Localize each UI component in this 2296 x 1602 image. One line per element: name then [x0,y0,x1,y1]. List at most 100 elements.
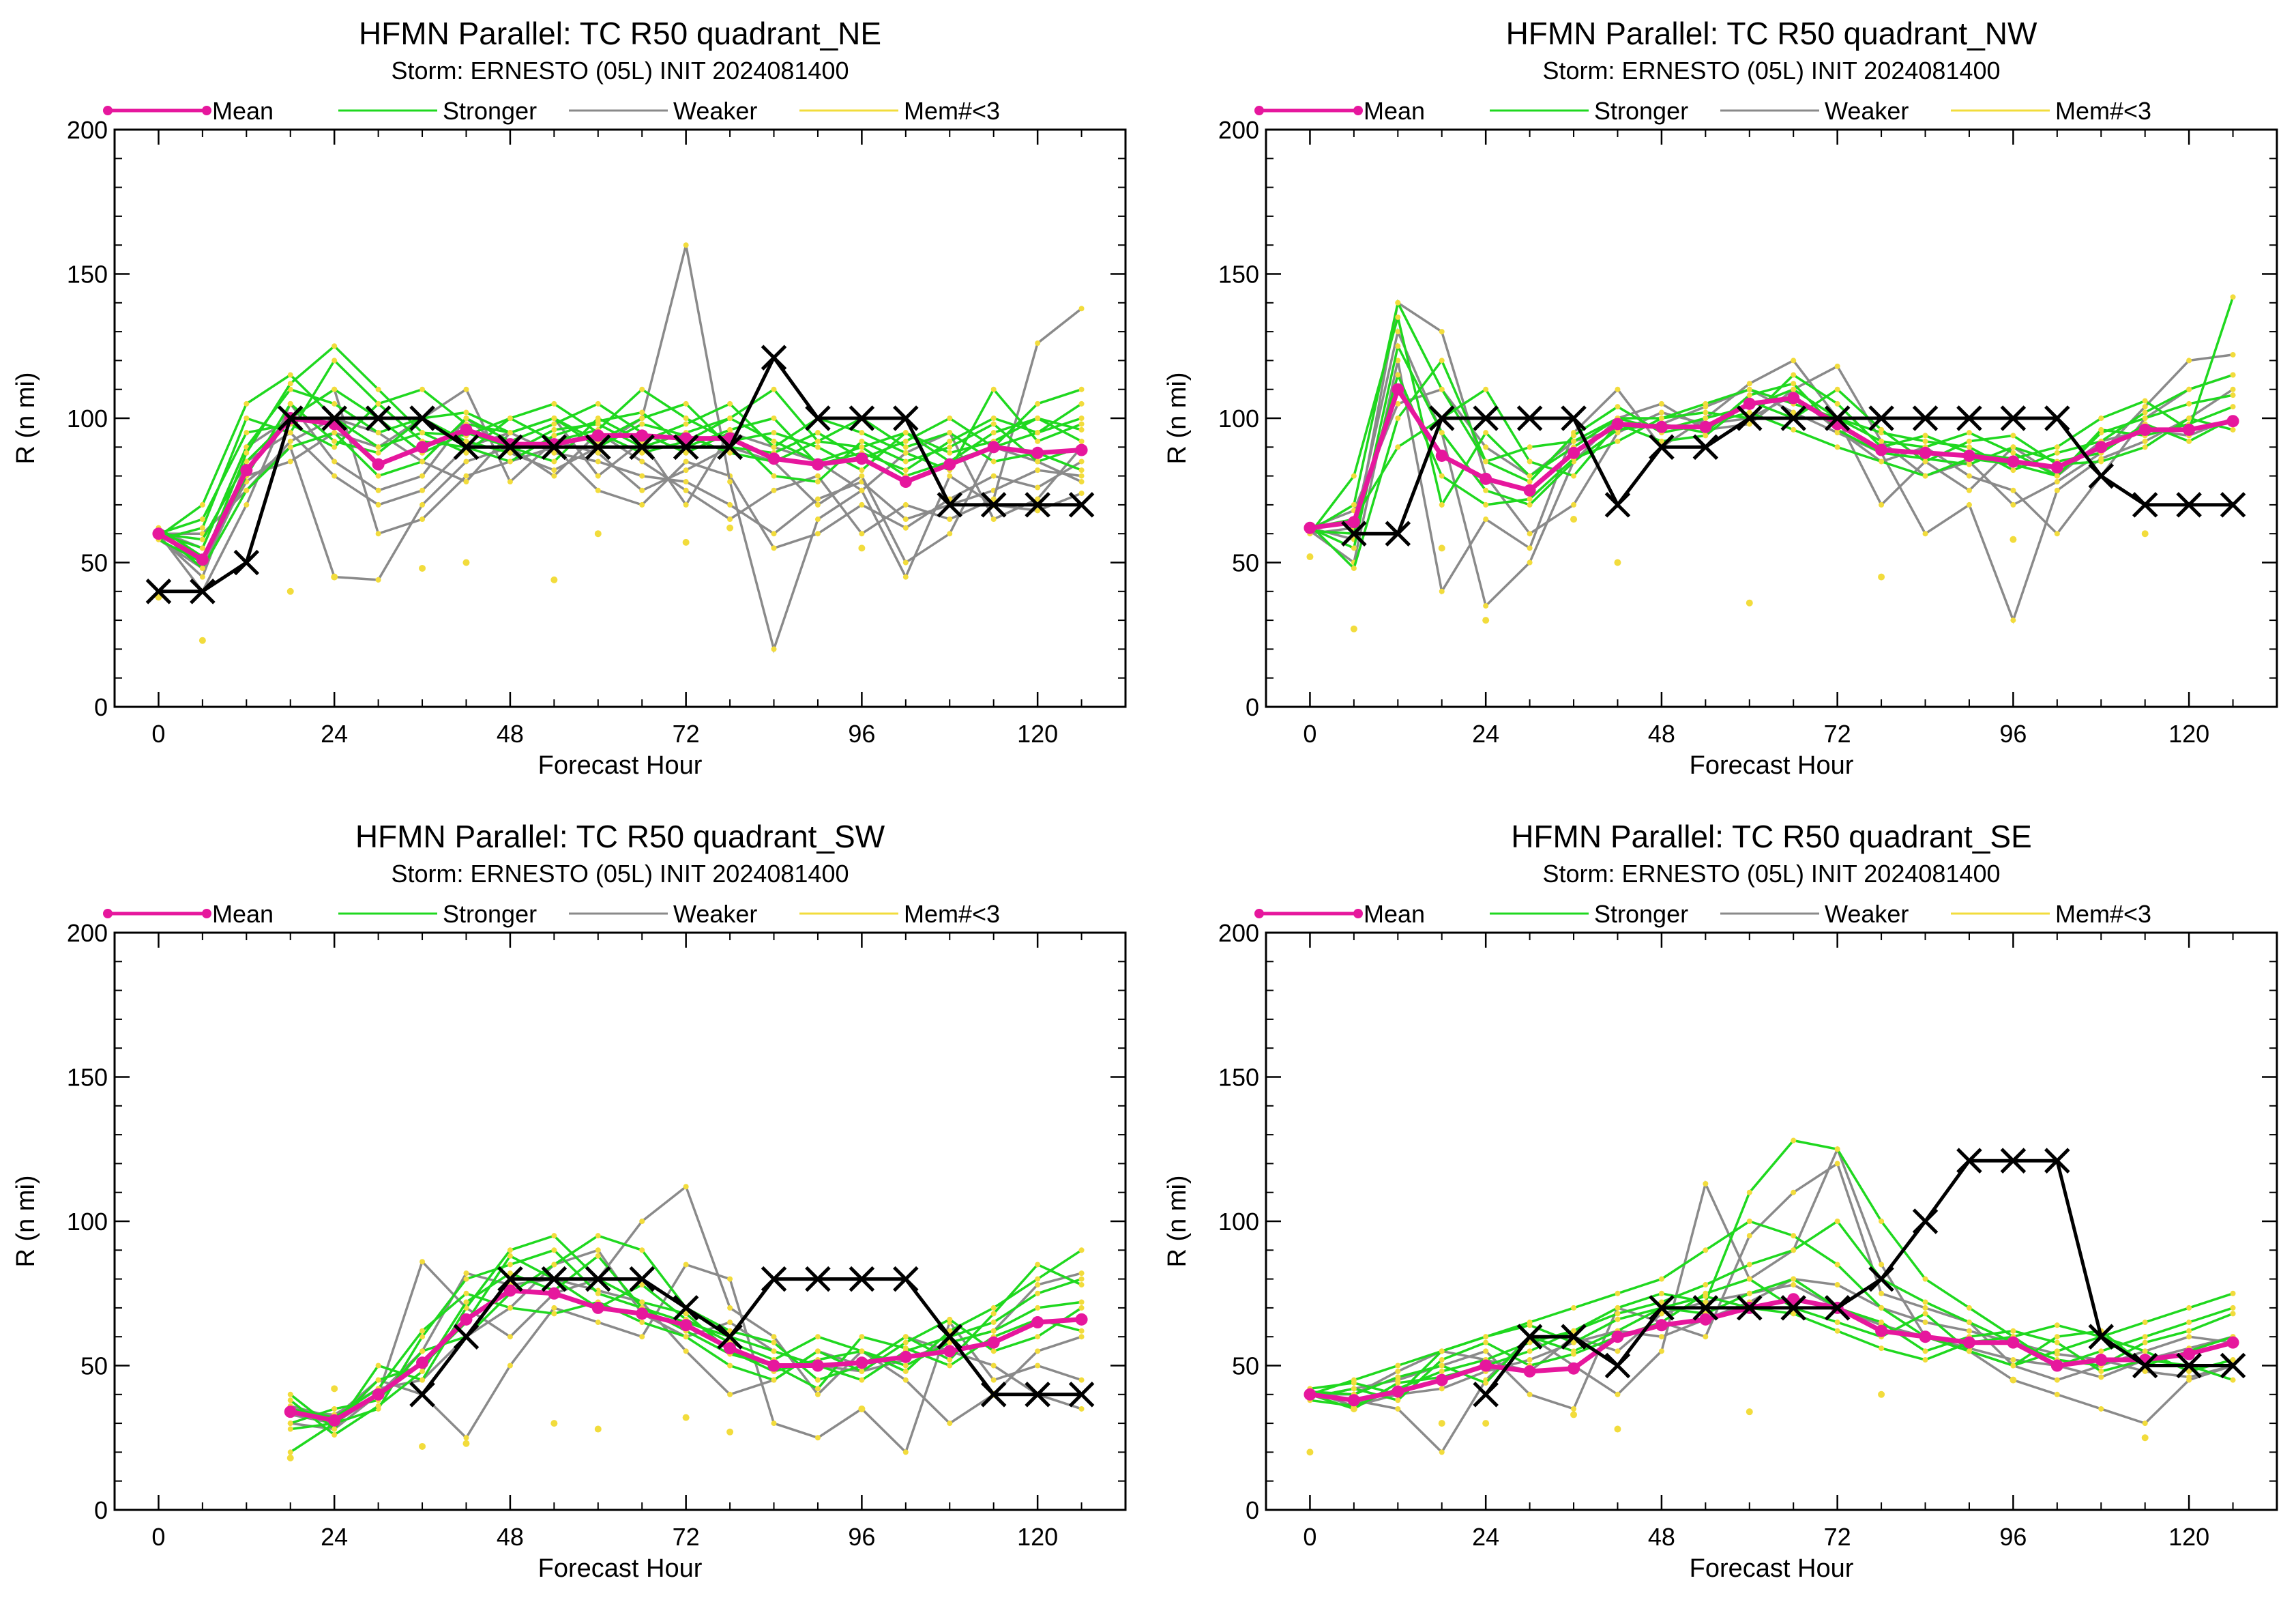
member-dot [1922,1305,1928,1311]
member-dot [375,1377,381,1383]
member-dot [2142,1320,2148,1326]
member-dot [990,1348,997,1354]
member-dot [990,1311,997,1317]
member-dot [1746,386,1752,392]
member-dot [287,381,293,387]
observed-x-marker [1737,1295,1763,1321]
member-dot [2098,458,2104,465]
mean-point [591,1301,604,1314]
mem-lt3-dot [550,576,558,583]
member-dot [551,1305,557,1311]
member-dot [1395,1397,1401,1403]
mean-point [2050,461,2063,474]
mean-point [2095,441,2108,454]
member-dot [1746,392,1752,398]
member-dot [551,1262,557,1268]
observed-x-marker [497,1266,523,1292]
chart-title: HFMN Parallel: TC R50 quadrant_SE [1511,819,2032,854]
member-dot [1078,416,1085,421]
member-dot [639,1320,645,1326]
legend-label: Weaker [673,900,757,928]
observed-x-marker [1068,492,1095,518]
member-dot [1395,358,1401,364]
member-dot [1483,430,1489,436]
member-dot [2010,467,2016,474]
member-dot [2098,426,2104,433]
member-dot [947,1316,953,1322]
x-axis-label: Forecast Hour [1690,751,1854,780]
member-dot [551,473,557,479]
member-dot [507,1363,513,1369]
observed-x-marker [980,1382,1007,1408]
member-dot [1966,473,1972,479]
mean-line [157,416,1082,564]
member-dot [507,1262,513,1268]
member-dot [2186,1334,2192,1340]
member-dot [902,444,909,450]
mean-line [1309,383,2234,531]
member-dot [1351,565,1357,571]
member-dot [420,1377,426,1383]
mean-point [1392,383,1404,396]
member-dot [771,1377,777,1383]
member-dot [990,1377,997,1383]
member-dot [859,1368,865,1374]
observed-line [421,1277,1082,1397]
member-dot [1527,501,1533,508]
member-dot [463,1270,469,1277]
member-dot [1615,1348,1621,1354]
member-dot [771,444,777,450]
member-dot [244,458,250,465]
member-dot [287,444,293,450]
mean-point [548,1287,561,1300]
observed-x-marker [2176,1352,2202,1379]
member-dot [771,1348,777,1354]
mean-point [2138,423,2151,436]
observed-x-marker [145,579,172,605]
member-dot [859,438,865,444]
member-dot [1483,444,1489,450]
member-dot [199,545,205,551]
member-dot [771,473,777,479]
y-tick-label: 200 [1218,116,1259,144]
member-dot [287,430,293,436]
mem-lt3-dot [1306,553,1314,561]
member-dot [463,458,469,465]
member-dot [1658,1299,1664,1305]
member-dot [1879,1219,1885,1224]
member-dot [1791,426,1797,433]
member-dot [639,416,645,421]
member-dot [814,1386,821,1392]
member-dot [1035,438,1041,444]
member-dot [814,1377,821,1383]
member-dot [859,473,865,479]
mem-lt3-dot [2010,1376,2017,1384]
member-dot [1078,1270,1085,1277]
y-axis-label: R (n mi) [12,1175,40,1267]
member-dot [1703,400,1709,407]
member-dot [420,487,426,493]
member-dot [287,1421,293,1427]
member-dot [947,444,953,450]
member-dot [859,487,865,493]
member-dot [2054,1391,2060,1397]
member-dot [463,1290,469,1296]
member-dot [1527,479,1533,485]
observed-x-marker [1780,405,1806,431]
x-tick-label: 72 [1824,720,1851,748]
observed-x-marker [1824,405,1851,431]
member-dot [2186,438,2192,444]
member-dot [1615,1290,1621,1296]
y-tick-label: 50 [1232,1352,1259,1380]
mem-lt3-dot [682,538,690,546]
member-dot [507,1334,513,1340]
legend-label: Stronger [1594,97,1688,125]
member-dot [1834,1320,1840,1326]
x-tick-label: 72 [1824,1523,1851,1551]
member-dot [375,577,381,583]
member-dot [2230,351,2236,358]
legend-label: Mean [1364,97,1425,125]
mem-lt3-dot [286,587,294,595]
member-dot [2142,1339,2148,1345]
member-dot [1078,1299,1085,1305]
